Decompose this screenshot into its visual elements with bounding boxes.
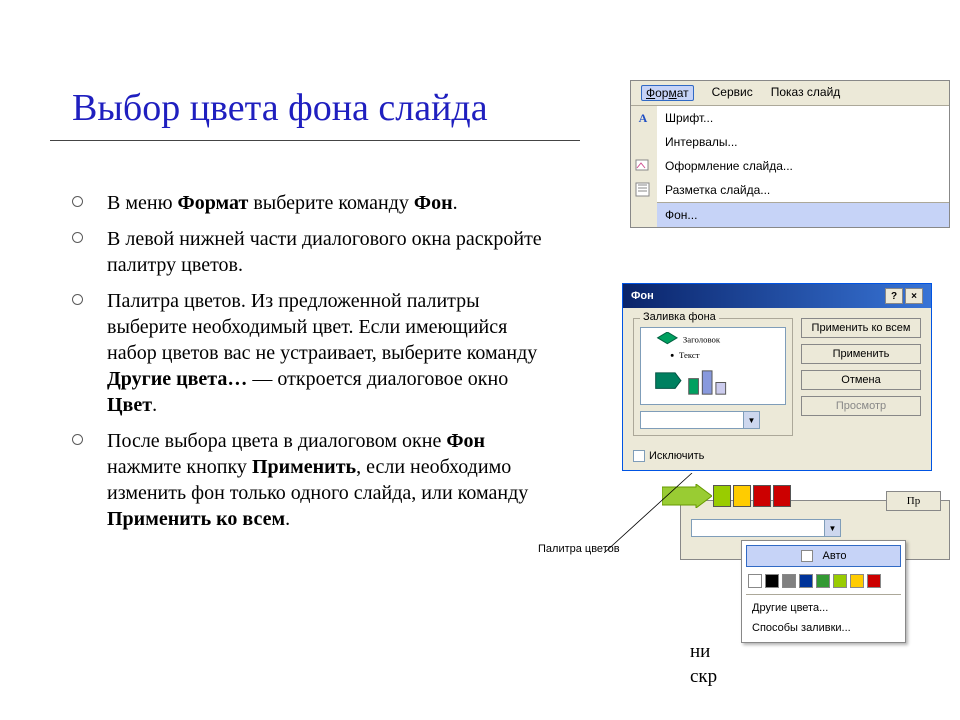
exclude-row: Исключить xyxy=(623,446,931,470)
menu-tab-slideshow[interactable]: Показ слайд xyxy=(771,85,841,101)
bullet-2: В левой нижней части диалогового окна ра… xyxy=(72,226,542,278)
text: выберите команду xyxy=(248,192,414,214)
text: нажмите кнопку xyxy=(107,456,252,478)
menu-item-label: Фон... xyxy=(665,208,697,222)
preview-title-text: Заголовок xyxy=(683,335,721,345)
menu-tabs: Формат Сервис Показ слайд xyxy=(631,81,949,106)
background-swatch-row xyxy=(713,485,791,507)
color-swatch-black[interactable] xyxy=(765,574,779,588)
text-bold: Другие цвета… xyxy=(107,368,247,390)
menu-item-label: Оформление слайда... xyxy=(665,159,793,173)
dropdown-arrow-icon: ▼ xyxy=(743,412,759,428)
palette-more-colors[interactable]: Другие цвета... xyxy=(746,598,901,618)
bg-swatch xyxy=(733,485,751,507)
exclude-checkbox[interactable] xyxy=(633,450,645,462)
palette-swatch-row xyxy=(746,571,901,591)
bullet-3: Палитра цветов. Из предложенной палитры … xyxy=(72,288,542,418)
secondary-button[interactable]: Пр xyxy=(886,491,941,511)
slide-preview: Заголовок Текст xyxy=(640,327,786,405)
palette-fill-methods[interactable]: Способы заливки... xyxy=(746,618,901,638)
menu-item-background[interactable]: Фон... xyxy=(657,203,949,227)
auto-label: Авто xyxy=(823,550,847,562)
menu-item-label: Разметка слайда... xyxy=(665,183,770,197)
color-swatch-gray[interactable] xyxy=(782,574,796,588)
obscured-text: ни скр xyxy=(690,640,717,689)
groupbox-label: Заливка фона xyxy=(640,311,719,323)
text: Палитра цветов. Из предложенной палитры … xyxy=(107,290,537,364)
text-bold: Применить xyxy=(252,456,356,478)
color-palette-popup: Авто Другие цвета... Способы заливки... xyxy=(741,540,906,643)
palette-divider xyxy=(746,594,901,595)
layout-icon xyxy=(635,182,651,198)
text: . xyxy=(453,192,458,214)
dropdown-arrow-icon: ▼ xyxy=(824,520,840,536)
menu-tab-format[interactable]: Формат xyxy=(641,85,694,101)
text-bold: Фон xyxy=(446,430,485,452)
preview-button[interactable]: Просмотр xyxy=(801,396,921,416)
menu-tab-service[interactable]: Сервис xyxy=(712,85,753,101)
menu-item-font[interactable]: A Шрифт... xyxy=(657,106,949,130)
background-dialog: Фон ? × Заливка фона Заголовок Текст xyxy=(622,283,932,471)
menu-item-intervals[interactable]: Интервалы... xyxy=(657,130,949,154)
tab-label-rest: ормат xyxy=(655,86,689,100)
title-underline xyxy=(50,140,580,141)
menu-item-design[interactable]: Оформление слайда... xyxy=(657,154,949,178)
bg-swatch xyxy=(753,485,771,507)
apply-button[interactable]: Применить xyxy=(801,344,921,364)
format-menu-screenshot: Формат Сервис Показ слайд A Шрифт... Инт… xyxy=(630,80,950,228)
bg-swatch xyxy=(773,485,791,507)
text: — откроется диалоговое окно xyxy=(247,368,508,390)
color-swatch-lime[interactable] xyxy=(833,574,847,588)
bullet-4: После выбора цвета в диалоговом окне Фон… xyxy=(72,428,542,532)
text-bold: Фон xyxy=(414,192,453,214)
text-bold: Применить ко всем xyxy=(107,508,285,530)
secondary-color-dropdown[interactable]: ▼ xyxy=(691,519,841,537)
text: После выбора цвета в диалоговом окне xyxy=(107,430,446,452)
menu-item-layout[interactable]: Разметка слайда... xyxy=(657,178,949,202)
callout-palette-label: Палитра цветов xyxy=(538,543,620,555)
text: . xyxy=(285,508,290,530)
text: . xyxy=(152,394,157,416)
color-swatch-white[interactable] xyxy=(748,574,762,588)
text: В меню xyxy=(107,192,178,214)
text-bold: Цвет xyxy=(107,394,152,416)
help-button[interactable]: ? xyxy=(885,288,903,304)
cancel-button[interactable]: Отмена xyxy=(801,370,921,390)
tab-label: Ф xyxy=(646,86,655,100)
font-icon: A xyxy=(635,110,651,126)
color-dropdown[interactable]: ▼ xyxy=(640,411,760,429)
menu-item-label: Интервалы... xyxy=(665,135,738,149)
color-swatch-navy[interactable] xyxy=(799,574,813,588)
exclude-label: Исключить xyxy=(649,450,704,462)
dialog-titlebar: Фон ? × xyxy=(623,284,931,308)
apply-all-button[interactable]: Применить ко всем xyxy=(801,318,921,338)
preview-body-text: Текст xyxy=(679,350,700,360)
palette-auto-item[interactable]: Авто xyxy=(746,545,901,567)
color-swatch-green[interactable] xyxy=(816,574,830,588)
design-icon xyxy=(635,158,651,174)
menu-item-label: Шрифт... xyxy=(665,111,713,125)
slide-title: Выбор цвета фона слайда xyxy=(72,86,488,130)
instruction-list: В меню Формат выберите команду Фон. В ле… xyxy=(72,190,542,542)
dialog-title: Фон xyxy=(631,290,654,302)
bg-swatch xyxy=(713,485,731,507)
format-dropdown: A Шрифт... Интервалы... Оформление слайд… xyxy=(631,106,949,227)
text-bold: Формат xyxy=(178,192,249,214)
auto-swatch-icon xyxy=(801,550,813,562)
color-swatch-yellow[interactable] xyxy=(850,574,864,588)
bullet-1: В меню Формат выберите команду Фон. xyxy=(72,190,542,216)
close-button[interactable]: × xyxy=(905,288,923,304)
background-arrow-shape xyxy=(662,484,712,508)
fill-groupbox: Заливка фона Заголовок Текст ▼ xyxy=(633,318,793,436)
color-swatch-red[interactable] xyxy=(867,574,881,588)
